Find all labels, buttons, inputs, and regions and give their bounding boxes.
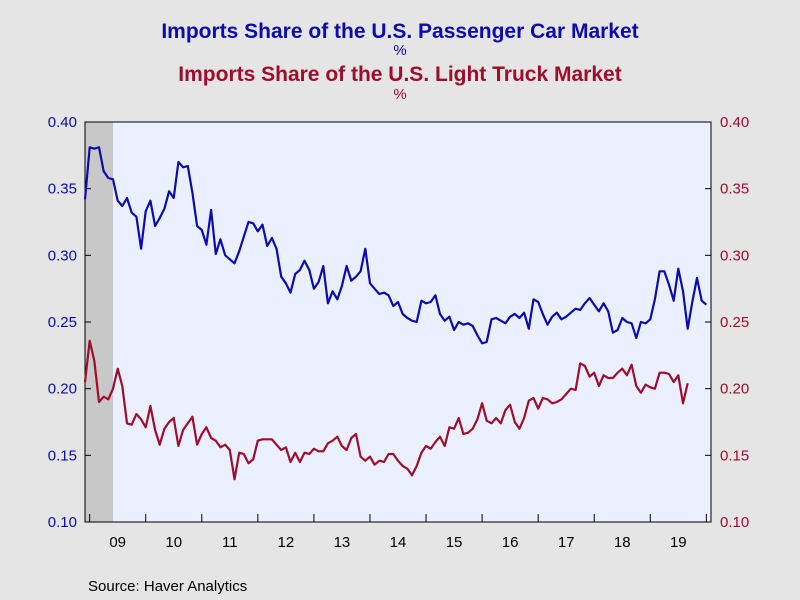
y-right-tick-label: 0.20 [720,381,749,398]
y-left-tick-label: 0.15 [48,447,77,464]
chart-title-primary: Imports Share of the U.S. Passenger Car … [161,20,639,43]
y-right-tick-label: 0.35 [720,181,749,198]
y-right-tick-label: 0.30 [720,247,749,264]
x-tick-label: 15 [446,534,463,551]
series-line-passenger-car [83,146,708,345]
y-left-tick-label: 0.30 [48,247,77,264]
x-tick-label: 18 [614,534,631,551]
y-right-tick-label: 0.40 [720,114,749,131]
chart-title-secondary: Imports Share of the U.S. Light Truck Ma… [178,63,622,86]
y-left-tick-label: 0.35 [48,181,77,198]
x-tick-label: 16 [502,534,519,551]
x-tick-label: 14 [390,534,407,551]
x-tick-label: 12 [278,534,295,551]
chart-unit-primary: % [393,42,407,59]
y-left-tick-label: 0.25 [48,314,77,331]
x-tick-label: 11 [222,534,238,551]
source-note: Source: Haver Analytics [88,578,248,595]
y-left-tick-label: 0.20 [48,381,77,398]
x-tick-label: 19 [670,534,687,551]
y-right-tick-label: 0.15 [720,447,749,464]
y-right-tick-label: 0.10 [720,514,749,531]
chart-unit-secondary: % [393,86,407,103]
y-left-tick-label: 0.40 [48,114,77,131]
x-tick-label: 17 [558,534,575,551]
plot-area [85,122,711,522]
y-left-tick-label: 0.10 [48,514,77,531]
y-right-tick-label: 0.25 [720,314,749,331]
x-tick-label: 09 [109,534,126,551]
series-line-light-truck [83,339,689,481]
x-tick-label: 10 [165,534,182,551]
x-tick-label: 13 [334,534,351,551]
